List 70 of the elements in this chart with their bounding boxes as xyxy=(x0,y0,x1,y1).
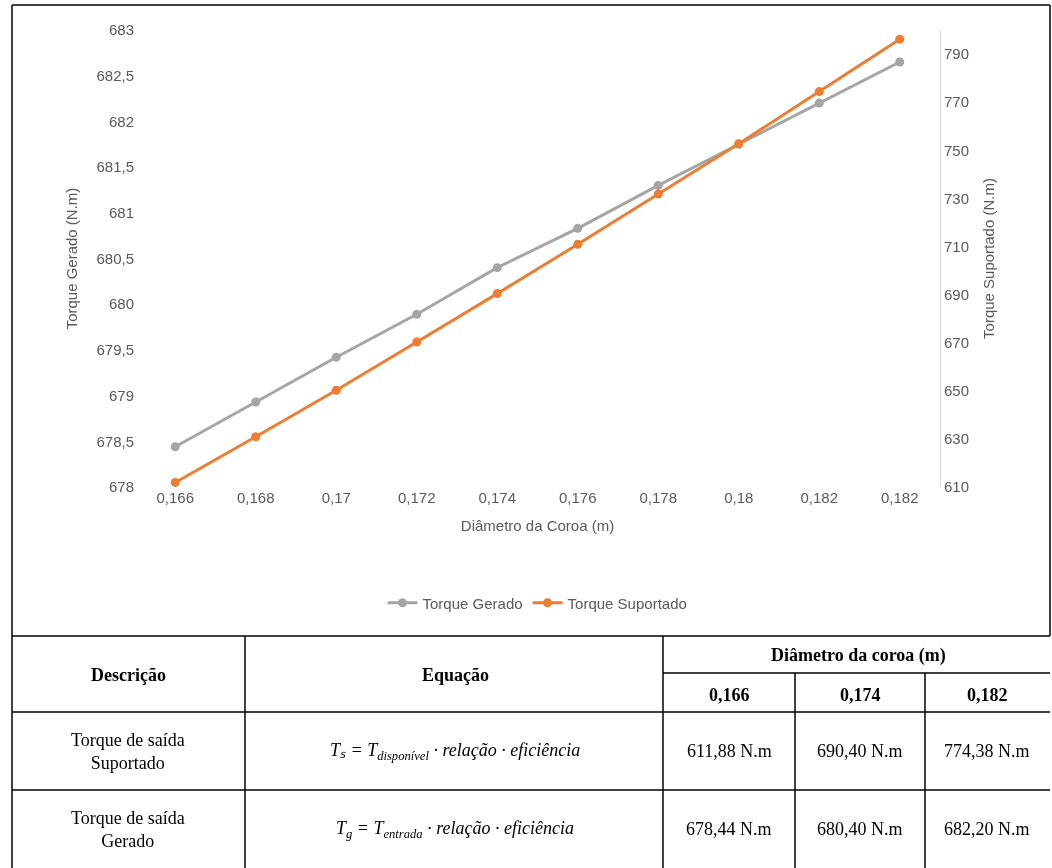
point xyxy=(412,309,422,319)
point xyxy=(653,189,663,199)
text: 678,44 N.m xyxy=(686,819,772,839)
point xyxy=(814,98,824,108)
text: 690,40 N.m xyxy=(817,741,903,761)
x-tick-label: 0,178 xyxy=(639,489,678,506)
text: T$_{g}$ = T$_{entrada}$ · relação · eficiência xyxy=(336,818,574,841)
point xyxy=(251,432,261,442)
point xyxy=(895,57,905,67)
y-tick-label: 678,5 xyxy=(96,432,134,450)
text: 680,40 N.m xyxy=(817,819,903,839)
y-tick-label: 681 xyxy=(108,204,134,222)
text: Diâmetro da coroa (m) xyxy=(771,645,946,666)
x-tick-label: 0,166 xyxy=(156,489,195,506)
x-axis-title: Diâmetro da Coroa (m) xyxy=(460,517,615,534)
text: Descrição xyxy=(91,665,166,685)
y2-tick-label: 790 xyxy=(944,45,970,63)
y2-tick-label: 770 xyxy=(944,93,970,111)
y-tick-label: 680,5 xyxy=(96,249,134,267)
text: Tₛ = T$_{disponível}$ · relação · eficiência xyxy=(330,740,581,763)
text: Torque de saída Gerado xyxy=(71,808,185,852)
y2-axis-title: Torque Suportado (N.m) xyxy=(980,178,998,339)
x-tick-label: 0,18 xyxy=(724,489,754,506)
point xyxy=(170,477,180,487)
point xyxy=(251,397,261,407)
y2-tick-label: 670 xyxy=(944,333,970,351)
y-tick-label: 679 xyxy=(108,386,134,404)
point xyxy=(653,180,663,190)
x-tick-label: 0,182 xyxy=(800,489,839,506)
y-tick-label: 682 xyxy=(108,112,134,130)
x-tick-label: 0,174 xyxy=(478,489,517,506)
point xyxy=(895,34,905,44)
x-tick-label: 0,172 xyxy=(397,489,436,506)
y2-tick-label: 710 xyxy=(944,237,970,255)
text: 0,182 xyxy=(967,685,1008,705)
point xyxy=(814,87,824,97)
x-tick-label: 0,17 xyxy=(321,489,351,506)
y-tick-label: 678 xyxy=(108,478,134,496)
y2-tick-label: 690 xyxy=(944,285,970,303)
point xyxy=(492,263,502,273)
y-tick-label: 682,5 xyxy=(96,66,134,84)
legend-label: Torque Gerado xyxy=(422,594,523,612)
y-tick-label: 681,5 xyxy=(96,158,134,176)
text: 0,174 xyxy=(840,685,881,705)
y-tick-label: 683 xyxy=(108,21,134,39)
point xyxy=(170,442,180,452)
y2-tick-label: 630 xyxy=(944,430,970,448)
text: 0,166 xyxy=(709,685,750,705)
y2-tick-label: 650 xyxy=(944,382,970,400)
point xyxy=(573,223,583,233)
text: Equação xyxy=(422,665,490,685)
legend-label: Torque Suportado xyxy=(567,594,687,612)
y-tick-label: 679,5 xyxy=(96,341,134,359)
y-axis-title: Torque Gerado (N.m) xyxy=(62,187,80,330)
y-tick-label: 680 xyxy=(108,295,134,313)
text: Torque de saída Suportado xyxy=(71,730,185,774)
x-tick-label: 0,176 xyxy=(558,489,597,506)
point xyxy=(331,352,341,362)
text: 682,20 N.m xyxy=(944,819,1030,839)
x-tick-label: 0,182 xyxy=(880,489,919,506)
text: 611,88 N.m xyxy=(687,741,772,761)
point xyxy=(412,337,422,347)
point xyxy=(573,239,583,249)
x-tick-label: 0,168 xyxy=(236,489,275,506)
point xyxy=(331,385,341,395)
y2-tick-label: 730 xyxy=(944,189,970,207)
y2-tick-label: 610 xyxy=(944,478,970,496)
y2-tick-label: 750 xyxy=(944,141,970,159)
point xyxy=(492,289,502,299)
text: 774,38 N.m xyxy=(944,741,1030,761)
